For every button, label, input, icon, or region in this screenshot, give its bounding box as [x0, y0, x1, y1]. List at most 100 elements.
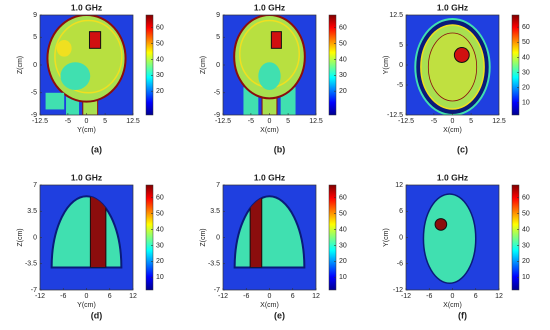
- y-tick-label: -3.5: [25, 261, 37, 268]
- colorbar-tick-label: 50: [339, 40, 347, 47]
- panel-label: (b): [274, 144, 286, 154]
- x-tick-label: 0: [268, 118, 272, 125]
- x-tick-label: 0: [451, 118, 455, 125]
- x-tick-label: 5: [286, 118, 290, 125]
- y-tick-label: 7: [33, 182, 37, 189]
- heatmap-image: [406, 15, 499, 115]
- y-tick-label: 0: [399, 62, 403, 69]
- colorbar-tick-label: 50: [522, 210, 530, 217]
- chart-title: 1.0 GHz: [71, 172, 102, 182]
- y-tick-label: -9: [31, 112, 37, 119]
- chart-title: 1.0 GHz: [254, 2, 285, 12]
- panel-label: (f): [458, 310, 467, 320]
- colorbar-tick-label: 40: [339, 226, 347, 233]
- colorbar-tick-label: 20: [522, 85, 530, 92]
- colorbar-tick-label: 20: [339, 88, 347, 95]
- colorbar-tick-label: 60: [156, 25, 164, 32]
- x-tick-label: -6: [243, 293, 249, 300]
- x-tick-label: -12.5: [398, 118, 414, 125]
- x-tick-label: -5: [431, 118, 437, 125]
- x-axis-label: Y(cm): [77, 302, 96, 309]
- x-tick-label: -12: [218, 293, 228, 300]
- y-tick-label: -5: [397, 82, 403, 89]
- y-tick-label: -5: [214, 90, 220, 97]
- y-tick-label: 0: [216, 234, 220, 241]
- colorbar-tick-label: 40: [156, 226, 164, 233]
- y-tick-label: 12.5: [389, 12, 403, 19]
- y-tick-label: 0: [399, 234, 403, 241]
- panel-label: (e): [274, 310, 285, 320]
- x-tick-label: -6: [426, 293, 432, 300]
- heatmap-image: [40, 15, 133, 115]
- x-tick-label: -5: [248, 118, 254, 125]
- heatmap-image: [223, 185, 316, 290]
- y-tick-label: -9: [214, 112, 220, 119]
- colorbar-tick-label: 60: [522, 195, 530, 202]
- x-axis-label: X(cm): [443, 127, 462, 134]
- x-tick-label: -5: [65, 118, 71, 125]
- heatmap-image: [40, 185, 133, 290]
- x-tick-label: 5: [103, 118, 107, 125]
- tissue: [258, 62, 281, 90]
- colorbar-tick-label: 10: [522, 274, 530, 281]
- colorbar-tick-label: 10: [339, 274, 347, 281]
- y-tick-label: 0: [216, 62, 220, 69]
- tissue: [427, 32, 478, 102]
- x-tick-label: -12.5: [32, 118, 48, 125]
- chart-title: 1.0 GHz: [254, 172, 285, 182]
- colorbar-tick-label: 40: [156, 56, 164, 63]
- tissue: [56, 40, 72, 57]
- tissue: [434, 218, 448, 231]
- x-tick-label: 6: [291, 293, 295, 300]
- tissue: [422, 193, 477, 284]
- chart-title: 1.0 GHz: [437, 2, 468, 12]
- y-tick-label: -6: [397, 261, 403, 268]
- colorbar: [328, 14, 337, 116]
- x-tick-label: 12: [129, 293, 137, 300]
- colorbar-tick-label: 30: [339, 72, 347, 79]
- colorbar-tick-label: 60: [339, 25, 347, 32]
- y-tick-label: -7: [31, 287, 37, 294]
- colorbar-tick-label: 30: [522, 69, 530, 76]
- y-axis-label: Z(cm): [200, 56, 207, 74]
- y-tick-label: 5: [33, 34, 37, 41]
- heatmap-image: [406, 185, 499, 290]
- y-axis-label: Z(cm): [17, 56, 24, 74]
- y-tick-label: 5: [216, 34, 220, 41]
- panel-label: (a): [91, 144, 102, 154]
- colorbar-tick-label: 30: [522, 242, 530, 249]
- colorbar-tick-label: 50: [522, 39, 530, 46]
- x-tick-label: 0: [85, 118, 89, 125]
- x-tick-label: -6: [60, 293, 66, 300]
- colorbar: [328, 184, 337, 291]
- x-tick-label: 12.5: [126, 118, 140, 125]
- tissue: [88, 31, 102, 49]
- tissue: [270, 31, 282, 49]
- tissue: [45, 92, 65, 110]
- x-tick-label: 12.5: [492, 118, 506, 125]
- x-tick-label: -12.5: [215, 118, 231, 125]
- colorbar-tick-label: 30: [339, 242, 347, 249]
- colorbar-tick-label: 20: [156, 258, 164, 265]
- x-axis-label: X(cm): [260, 302, 279, 309]
- x-tick-label: 12.5: [309, 118, 323, 125]
- x-tick-label: 6: [474, 293, 478, 300]
- x-tick-label: 12: [495, 293, 503, 300]
- y-tick-label: 12: [395, 182, 403, 189]
- y-axis-label: Y(cm): [383, 228, 390, 247]
- y-tick-label: 9: [33, 12, 37, 19]
- y-tick-label: -3.5: [208, 261, 220, 268]
- colorbar: [145, 14, 154, 116]
- y-tick-label: 3.5: [210, 208, 220, 215]
- y-tick-label: 0: [33, 234, 37, 241]
- chart-title: 1.0 GHz: [71, 2, 102, 12]
- y-tick-label: 9: [216, 12, 220, 19]
- y-tick-label: -5: [31, 90, 37, 97]
- x-tick-label: 0: [85, 293, 89, 300]
- colorbar-tick-label: 30: [156, 72, 164, 79]
- y-tick-label: 6: [399, 208, 403, 215]
- tissue: [453, 47, 470, 63]
- colorbar-tick-label: 20: [339, 258, 347, 265]
- x-tick-label: 6: [108, 293, 112, 300]
- colorbar: [145, 184, 154, 291]
